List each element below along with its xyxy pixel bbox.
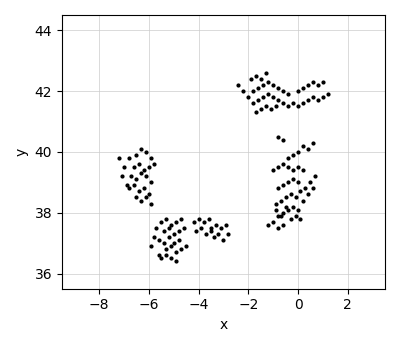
X-axis label: x: x [219, 318, 228, 332]
Y-axis label: y: y [15, 148, 29, 156]
